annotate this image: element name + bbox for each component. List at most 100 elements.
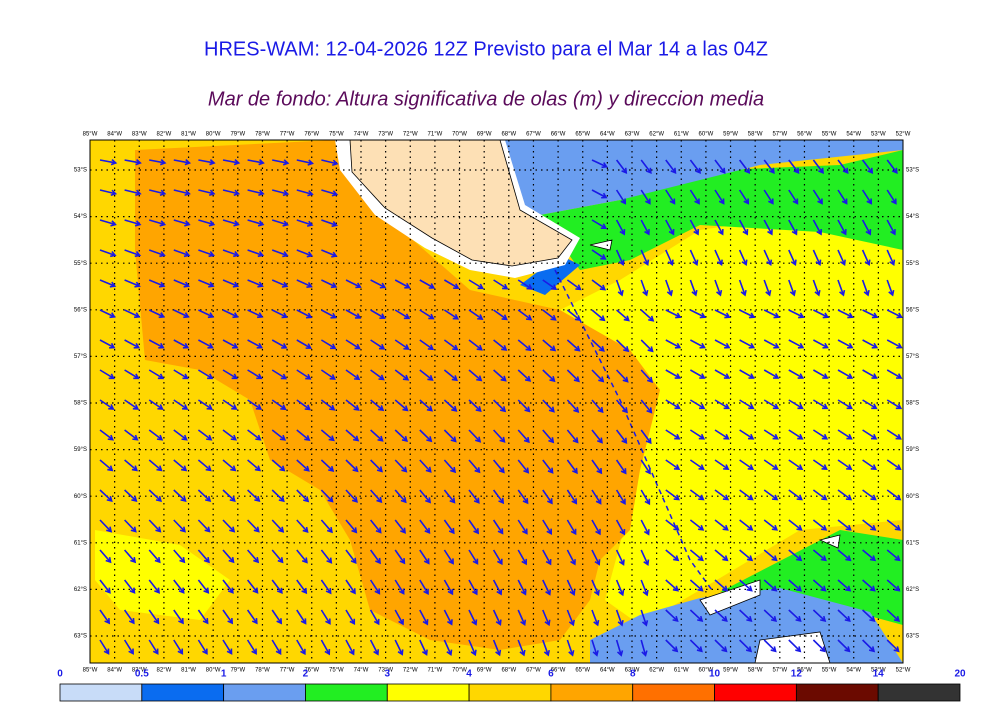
lon-label: 80°W xyxy=(206,132,221,138)
direction-arrow xyxy=(345,639,355,656)
lon-label: 53°W xyxy=(871,132,886,138)
direction-arrow xyxy=(173,429,188,441)
direction-arrow xyxy=(320,339,337,350)
colorbar-swatch xyxy=(305,683,388,702)
direction-arrow xyxy=(763,219,773,236)
direction-arrow xyxy=(271,459,286,472)
lon-label: 57°W xyxy=(772,132,787,138)
lon-label: 65°W xyxy=(575,132,590,138)
direction-arrow xyxy=(788,339,805,349)
direction-arrow xyxy=(763,489,779,501)
direction-arrow xyxy=(197,459,212,472)
lon-label: 67°W xyxy=(526,132,541,138)
direction-arrow xyxy=(124,459,139,472)
direction-arrow xyxy=(640,489,651,506)
lat-label: 62°S xyxy=(906,587,919,593)
direction-arrow xyxy=(198,279,215,288)
direction-arrow xyxy=(616,369,629,383)
direction-arrow xyxy=(148,459,163,472)
direction-arrow xyxy=(271,279,289,288)
direction-arrow xyxy=(321,309,337,319)
direction-arrow xyxy=(788,609,802,622)
direction-arrow xyxy=(862,489,877,501)
direction-arrow xyxy=(369,519,382,534)
lon-label: 66°W xyxy=(551,668,566,674)
direction-arrow xyxy=(886,279,895,297)
lon-label: 76°W xyxy=(304,668,319,674)
direction-arrow xyxy=(148,489,163,502)
lon-label: 68°W xyxy=(501,132,516,138)
direction-arrow xyxy=(99,609,111,625)
lat-label: 61°S xyxy=(74,540,87,546)
direction-arrow xyxy=(124,489,138,502)
direction-arrow xyxy=(665,279,673,297)
direction-arrow xyxy=(763,309,780,319)
direction-arrow xyxy=(517,309,533,321)
direction-arrow xyxy=(99,309,116,319)
direction-arrow xyxy=(468,579,478,596)
direction-arrow xyxy=(862,339,879,349)
direction-arrow xyxy=(813,369,829,379)
direction-arrow xyxy=(148,339,165,349)
direction-arrow xyxy=(370,459,383,473)
direction-arrow xyxy=(566,279,582,291)
boundary-line xyxy=(554,269,713,591)
direction-arrow xyxy=(198,189,216,197)
direction-arrow xyxy=(812,159,824,175)
direction-arrow xyxy=(517,279,533,290)
direction-arrow xyxy=(615,459,627,475)
direction-arrow xyxy=(566,579,576,596)
direction-arrow xyxy=(394,579,405,595)
direction-arrow xyxy=(886,519,902,531)
direction-arrow xyxy=(370,309,386,319)
direction-arrow xyxy=(148,549,161,564)
direction-arrow xyxy=(714,189,725,205)
lon-label: 83°W xyxy=(132,132,147,138)
direction-arrow xyxy=(615,159,628,175)
direction-arrow xyxy=(222,399,238,410)
lon-label: 84°W xyxy=(107,668,122,674)
direction-arrow xyxy=(689,279,698,297)
direction-arrow xyxy=(394,639,404,656)
direction-arrow xyxy=(123,579,136,594)
direction-arrow xyxy=(443,339,459,351)
direction-arrow xyxy=(124,519,137,533)
direction-arrow xyxy=(99,249,117,258)
direction-arrow xyxy=(271,339,288,349)
lon-label: 61°W xyxy=(674,668,689,674)
direction-arrow xyxy=(419,489,432,504)
direction-arrow xyxy=(247,489,261,502)
direction-arrow xyxy=(591,639,599,657)
direction-arrow xyxy=(247,519,260,533)
direction-arrow xyxy=(320,489,334,503)
direction-arrow xyxy=(886,339,903,349)
direction-arrow xyxy=(886,399,903,410)
direction-arrow xyxy=(320,459,335,472)
direction-arrow xyxy=(271,579,283,594)
direction-arrow xyxy=(788,309,805,319)
direction-arrow xyxy=(468,519,480,535)
direction-arrow xyxy=(591,279,607,291)
direction-arrow xyxy=(492,549,503,566)
direction-arrow xyxy=(714,369,731,379)
direction-arrow xyxy=(812,249,822,267)
direction-arrow xyxy=(861,189,873,205)
direction-arrow xyxy=(788,429,804,440)
colorbar-swatch xyxy=(223,683,306,702)
direction-arrow xyxy=(296,249,314,258)
direction-arrow xyxy=(148,369,165,380)
lon-label: 70°W xyxy=(452,668,467,674)
direction-arrow xyxy=(813,339,829,349)
direction-arrow xyxy=(247,429,262,441)
direction-arrow xyxy=(542,309,557,321)
direction-arrow xyxy=(738,279,747,297)
direction-arrow xyxy=(763,369,780,379)
direction-arrow xyxy=(837,339,854,349)
direction-arrow xyxy=(124,369,140,380)
direction-arrow xyxy=(714,249,723,267)
direction-arrow xyxy=(148,219,167,227)
direction-arrow xyxy=(517,339,532,352)
direction-arrow xyxy=(493,429,506,443)
colorbar-label: 20 xyxy=(954,669,966,680)
direction-arrow xyxy=(321,159,339,166)
